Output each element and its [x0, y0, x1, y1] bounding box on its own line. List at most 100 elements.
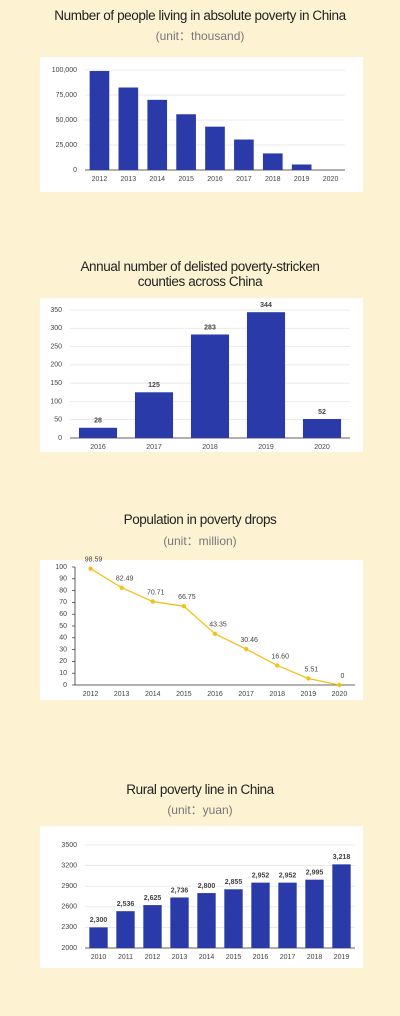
- y-tick-label: 60: [59, 611, 67, 618]
- point: [306, 676, 311, 681]
- data-label: 283: [204, 324, 216, 331]
- y-tick-label: 200: [50, 362, 62, 369]
- x-tick-label: 2015: [176, 691, 192, 698]
- bar: [251, 882, 270, 948]
- y-tick-label: 100: [50, 398, 62, 405]
- data-label: 0: [340, 673, 344, 680]
- y-tick-label: 40: [59, 635, 67, 642]
- x-tick-label: 2017: [280, 954, 296, 961]
- data-label: 66.75: [178, 594, 196, 601]
- data-label: 2,625: [144, 895, 162, 902]
- y-tick-label: 0: [58, 435, 62, 442]
- data-label: 2,855: [225, 879, 243, 886]
- data-label: 43.35: [209, 622, 227, 629]
- chart-subtitle: (unit：yuan): [167, 803, 233, 817]
- bar: [170, 897, 189, 948]
- bar: [176, 114, 196, 170]
- data-label: 16.60: [271, 653, 289, 660]
- data-label: 2,800: [198, 883, 216, 890]
- y-tick-label: 250: [50, 343, 62, 350]
- x-tick-label: 2016: [90, 444, 106, 451]
- x-tick-label: 2020: [332, 691, 348, 698]
- x-tick-label: 2011: [118, 954, 133, 961]
- bar: [197, 893, 216, 948]
- bar: [78, 427, 118, 438]
- x-tick-label: 2018: [307, 954, 323, 961]
- data-label: 3,218: [333, 854, 351, 861]
- x-tick-label: 2018: [269, 691, 285, 698]
- y-tick-label: 2300: [61, 924, 77, 931]
- y-tick-label: 90: [59, 576, 67, 583]
- bar: [147, 99, 168, 170]
- bar: [291, 164, 312, 170]
- x-tick-label: 2013: [172, 954, 188, 961]
- point: [119, 585, 124, 590]
- bar: [224, 889, 243, 948]
- data-label: 52: [318, 409, 326, 416]
- bar: [262, 153, 283, 170]
- y-tick-label: 70: [59, 599, 67, 606]
- point: [243, 646, 249, 652]
- x-tick-label: 2017: [146, 444, 162, 451]
- bar: [305, 879, 324, 948]
- data-label: 344: [260, 302, 272, 309]
- point: [88, 566, 93, 571]
- point: [275, 663, 280, 668]
- point: [150, 599, 155, 604]
- x-tick-label: 2017: [236, 176, 252, 183]
- y-tick-label: 50,000: [56, 117, 78, 124]
- bar: [190, 334, 230, 438]
- y-tick-label: 30: [59, 646, 67, 653]
- y-tick-label: 150: [50, 380, 62, 387]
- x-tick-label: 2018: [202, 444, 218, 451]
- data-label: 125: [148, 382, 160, 389]
- x-tick-label: 2019: [294, 176, 310, 183]
- y-tick-label: 10: [59, 670, 67, 677]
- data-label: 2,995: [306, 870, 324, 877]
- bar: [234, 139, 254, 170]
- y-tick-label: 350: [50, 307, 62, 314]
- point: [337, 682, 342, 688]
- chart-box: [40, 560, 363, 700]
- y-tick-label: 25,000: [56, 142, 78, 149]
- chart-title: Number of people living in absolute pove…: [54, 8, 346, 23]
- data-label: 2,300: [90, 917, 108, 924]
- data-label: 82.49: [116, 576, 134, 583]
- y-tick-label: 2000: [61, 945, 77, 952]
- x-tick-label: 2012: [145, 954, 161, 961]
- y-tick-label: 3500: [61, 842, 77, 849]
- data-label: 5.51: [305, 666, 319, 673]
- y-tick-label: 0: [63, 682, 67, 689]
- x-tick-label: 2019: [258, 444, 274, 451]
- chart-box: [40, 57, 363, 192]
- y-tick-label: 50: [59, 623, 67, 630]
- x-tick-label: 2019: [301, 691, 317, 698]
- x-tick-label: 2020: [323, 176, 339, 183]
- x-tick-label: 2010: [91, 954, 107, 961]
- bar: [278, 882, 297, 948]
- bar: [205, 126, 225, 170]
- y-tick-label: 2900: [61, 883, 77, 890]
- x-tick-label: 2014: [145, 691, 161, 698]
- bar: [143, 905, 162, 948]
- x-tick-label: 2013: [114, 691, 130, 698]
- x-tick-label: 2017: [238, 691, 254, 698]
- y-tick-label: 20: [59, 658, 67, 665]
- x-tick-label: 2014: [149, 176, 165, 183]
- y-tick-label: 80: [59, 587, 67, 594]
- y-tick-label: 75,000: [56, 92, 78, 99]
- data-label: 2,736: [171, 887, 189, 894]
- x-tick-label: 2015: [226, 954, 242, 961]
- point: [212, 631, 218, 637]
- data-label: 2,952: [279, 872, 297, 879]
- bar: [332, 864, 351, 948]
- bar: [89, 71, 110, 170]
- x-tick-label: 2012: [83, 691, 99, 698]
- point: [181, 604, 187, 609]
- y-tick-label: 100: [55, 564, 67, 571]
- x-tick-label: 2016: [253, 954, 269, 961]
- x-tick-label: 2014: [199, 954, 215, 961]
- bar: [246, 312, 286, 438]
- chart-title: Annual number of delisted poverty-strick…: [80, 259, 320, 289]
